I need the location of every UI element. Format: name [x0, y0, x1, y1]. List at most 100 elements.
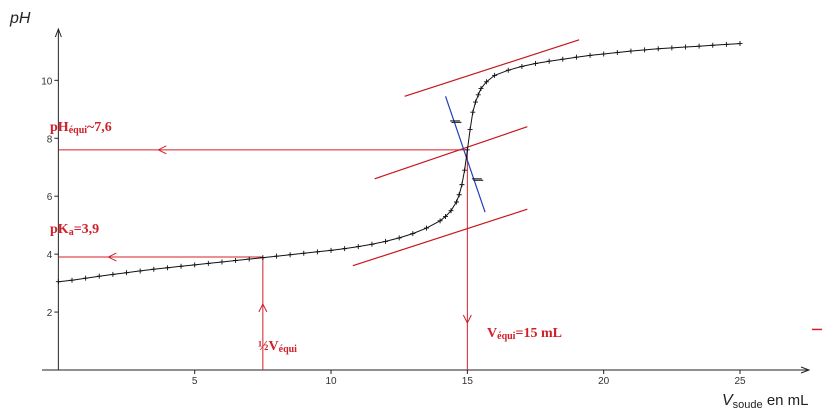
x-tick-label: 10 [325, 376, 337, 387]
data-point [83, 275, 89, 281]
data-point [443, 213, 449, 219]
v-equi-main: V [487, 326, 497, 341]
data-point [478, 85, 484, 91]
ph-equi-label: pHéqui~7,6 [50, 120, 112, 136]
data-point [473, 99, 479, 105]
data-point [205, 260, 211, 266]
data-point [573, 54, 579, 60]
y-axis-arrow [54, 27, 62, 38]
data-point [669, 45, 675, 51]
v-equi-sub: équi [497, 331, 516, 342]
data-point [314, 249, 320, 255]
data-point [492, 72, 498, 78]
data-point [383, 238, 389, 244]
data-point [456, 192, 462, 198]
data-point [96, 273, 102, 279]
data-point [110, 271, 116, 277]
x-axis-title: Vsoude en mL [722, 392, 809, 411]
half-v-main: ½V [258, 339, 279, 354]
pka-arrow [107, 252, 117, 262]
tangent-line [404, 39, 580, 97]
data-point [301, 250, 307, 256]
data-point [151, 266, 157, 272]
data-point [464, 147, 470, 153]
data-point [483, 79, 489, 85]
tangent-line [352, 208, 528, 267]
x-tick-label: 25 [734, 376, 746, 387]
x-axis-title-suffix: en mL [763, 392, 809, 409]
ph-equi-arrow [157, 145, 167, 155]
data-point [423, 225, 429, 231]
data-point [164, 265, 170, 271]
data-point [328, 247, 334, 253]
data-point [587, 52, 593, 58]
data-point [533, 61, 539, 67]
data-point [470, 109, 476, 115]
data-point [459, 182, 465, 188]
data-point [737, 41, 743, 47]
data-point [219, 259, 225, 265]
tangent-lines [352, 39, 580, 267]
pka-label: pKa=3,9 [50, 222, 99, 238]
data-point [655, 46, 661, 52]
y-tick-label: 10 [41, 76, 53, 87]
ticks: 5 10 15 20 25 2 4 6 8 10 [41, 76, 746, 387]
data-point [614, 50, 620, 56]
data-point [710, 42, 716, 48]
data-point [519, 63, 525, 69]
half-v-sub: équi [279, 344, 298, 355]
data-point [448, 208, 454, 214]
data-point [124, 270, 130, 276]
titration-curve [55, 41, 743, 285]
data-point [453, 199, 459, 205]
data-point [342, 246, 348, 252]
y-axis-title: pH [9, 10, 31, 27]
pka-main: pK [50, 222, 69, 237]
data-point [369, 241, 375, 247]
data-point [396, 235, 402, 241]
data-point [475, 92, 481, 98]
x-tick-label: 15 [462, 376, 474, 387]
data-point [355, 244, 361, 250]
data-point [505, 67, 511, 73]
data-point [601, 51, 607, 57]
data-point [467, 127, 473, 133]
data-point [462, 167, 468, 173]
data-point [642, 47, 648, 53]
half-v-equi-arrow [258, 302, 268, 313]
data-point [260, 255, 266, 261]
data-point [696, 43, 702, 49]
data-point [246, 256, 252, 262]
half-v-equi-label: ½Véqui [258, 339, 297, 355]
x-axis-title-main: V [722, 392, 734, 409]
ph-equi-sub: équi [69, 125, 88, 136]
x-tick-label: 5 [192, 376, 198, 387]
data-point [178, 263, 184, 269]
v-equi-value: =15 mL [515, 326, 561, 341]
guide-lines [58, 145, 822, 370]
tangent-line [374, 126, 528, 180]
data-point [137, 268, 143, 274]
pka-value: =3,9 [74, 222, 99, 237]
data-point [723, 41, 729, 47]
pka-sub: a [69, 227, 74, 238]
v-equi-label: Véqui=15 mL [487, 326, 562, 342]
curve-line [58, 43, 741, 283]
y-tick-label: 2 [47, 308, 53, 319]
axes [42, 27, 811, 374]
data-point [192, 262, 198, 268]
data-point [628, 48, 634, 54]
data-point [410, 231, 416, 237]
y-tick-label: 8 [47, 134, 53, 145]
x-axis-arrow [800, 366, 811, 374]
x-axis-title-sub: soude [733, 399, 763, 411]
y-tick-label: 4 [47, 250, 53, 261]
data-point [546, 58, 552, 64]
data-point [682, 44, 688, 50]
ph-equi-main: pH [50, 120, 69, 135]
data-point [55, 279, 61, 285]
perpendicular-line [444, 96, 486, 213]
data-point [437, 218, 443, 224]
data-point [560, 56, 566, 62]
